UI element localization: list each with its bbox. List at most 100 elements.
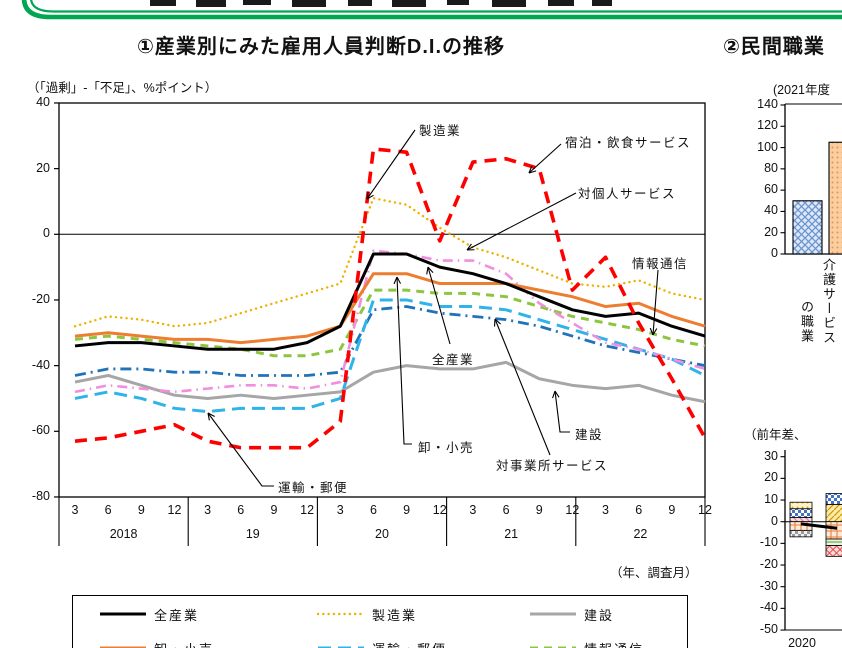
legend-swatch-製造業 (317, 612, 365, 616)
annotation-label: 卸・小売 (418, 441, 475, 455)
rt-bar-clipped (828, 141, 842, 255)
legend-item: 運輸・郵便 (317, 639, 529, 648)
x-month-label: 6 (369, 503, 377, 517)
rb-segment-orange-grid (825, 521, 842, 540)
x-month-label: 3 (469, 503, 477, 517)
series-line-対事業所サービス (74, 305, 706, 377)
x-year-label: 22 (633, 527, 648, 541)
annotation-arrowhead (528, 170, 537, 174)
legend-label: 建設 (584, 607, 615, 623)
rb-segment-blue-check (789, 508, 813, 518)
legend-swatch-全産業 (100, 612, 146, 616)
x-month-label: 9 (668, 503, 676, 517)
annotation-leader-line (396, 276, 412, 445)
series-line-対個人サービス (74, 249, 706, 394)
x-month-label: 12 (565, 503, 580, 517)
x-month-label: 6 (635, 503, 643, 517)
y-tick-label: 0 (43, 226, 50, 241)
x-month-label: 9 (270, 503, 278, 517)
annotation-leader-line (207, 412, 274, 487)
y-tick-label: 20 (36, 160, 50, 175)
bar-category-label-kaigo: 介護サービス の職業 (797, 258, 838, 345)
x-year-label: 20 (375, 527, 389, 541)
rb-y-tick-label: -50 (759, 622, 778, 637)
legend-swatch-建設 (530, 612, 576, 616)
legend-item: 卸・小売 (99, 639, 317, 648)
annotation-leader-line (554, 390, 570, 433)
green-header-border (21, 0, 842, 20)
rb-y-tick-label: -20 (759, 557, 778, 572)
x-year-label: 19 (245, 527, 260, 541)
rb-y-tick-label: 0 (771, 513, 778, 528)
annotation-arrowhead (207, 412, 210, 421)
legend-item: 建設 (529, 605, 699, 623)
rt-y-tick-label: 20 (764, 224, 778, 239)
rb-segment-yellow-dots (789, 501, 813, 510)
annotation-leader-line (528, 143, 562, 174)
x-month-label: 12 (300, 503, 315, 517)
legend-swatch-卸・小売 (100, 646, 146, 648)
rb-x-category-label: 2020 (788, 636, 816, 648)
rt-bar-介護サービスの職業 (792, 200, 823, 255)
y-tick-label: -80 (31, 488, 50, 503)
x-year-label: 21 (504, 527, 519, 541)
annotation-label: 運輸・郵便 (278, 481, 349, 495)
x-month-label: 12 (698, 503, 712, 517)
annotation-label: 対個人サービス (578, 187, 677, 201)
annotation-arrowhead (366, 191, 369, 200)
legend-label: 全産業 (154, 607, 200, 623)
annotation-leader-line (652, 269, 659, 336)
rb-segment-green-lines (825, 538, 842, 546)
x-month-label: 12 (432, 503, 447, 517)
rt-y-tick-label: 140 (757, 96, 778, 111)
y-tick-label: -40 (31, 357, 50, 372)
rb-y-tick-label: 10 (764, 492, 778, 507)
series-line-宿泊・飲食サービス (74, 147, 707, 450)
annotation-arrowhead (552, 390, 556, 399)
annotation-arrowhead (652, 328, 658, 336)
series-line-卸・小売 (74, 272, 706, 345)
annotation-arrowhead (466, 243, 472, 251)
x-month-label: 6 (502, 503, 510, 517)
legend-label: 製造業 (372, 607, 418, 623)
series-line-製造業 (73, 196, 707, 328)
main-chart-legend: 全産業 製造業 建設卸・小売 運輸・郵便 情報通信 (72, 595, 688, 648)
rb-segment-blue-check (825, 493, 842, 505)
x-month-label: 3 (204, 503, 212, 517)
rb-overlay-line (800, 522, 838, 530)
annotation-leader-line (366, 129, 416, 200)
rt-y-tick-label: 60 (764, 182, 778, 197)
legend-label: 情報通信 (584, 639, 644, 648)
annotation-arrowhead (554, 390, 560, 398)
annotation-arrowhead (426, 266, 429, 275)
rt-y-tick-label: 0 (771, 246, 778, 260)
right-bottom-chart-note-clipped: （前年差、 (744, 428, 807, 442)
rt-y-tick-label: 120 (757, 118, 778, 133)
rb-y-tick-label: 20 (764, 470, 778, 485)
bar-category-label-line2: の職業 (799, 300, 814, 344)
x-month-label: 9 (403, 503, 411, 517)
rb-segment-gray-check (789, 529, 813, 538)
annotation-arrowhead (649, 327, 654, 336)
rb-y-tick-label: -30 (759, 578, 778, 593)
x-month-label: 6 (104, 503, 112, 517)
rb-y-tick-label: -40 (759, 600, 778, 615)
annotation-leader-line (427, 266, 451, 345)
rb-y-tick-label: -10 (759, 535, 778, 550)
y-tick-label: -60 (31, 423, 50, 438)
annotation-arrowhead (207, 412, 215, 417)
rt-y-tick-label: 80 (764, 160, 778, 175)
annotation-label: 対事業所サービス (496, 459, 609, 473)
x-month-label: 9 (137, 503, 145, 517)
annotation-label: 全産業 (432, 353, 475, 367)
series-line-運輸・郵便 (74, 298, 706, 414)
series-line-情報通信 (74, 288, 706, 358)
left-chart-axis-note: （年、調査月） (610, 566, 698, 580)
left-chart-unit-note: （「過剰」-「不足」、%ポイント） (27, 81, 218, 95)
x-month-label: 3 (336, 503, 344, 517)
bar-category-label-line1: 介護サービス (821, 258, 836, 345)
annotation-arrowhead (396, 276, 402, 284)
rb-segment-red-diamond (825, 545, 842, 557)
legend-item: 情報通信 (529, 639, 699, 648)
